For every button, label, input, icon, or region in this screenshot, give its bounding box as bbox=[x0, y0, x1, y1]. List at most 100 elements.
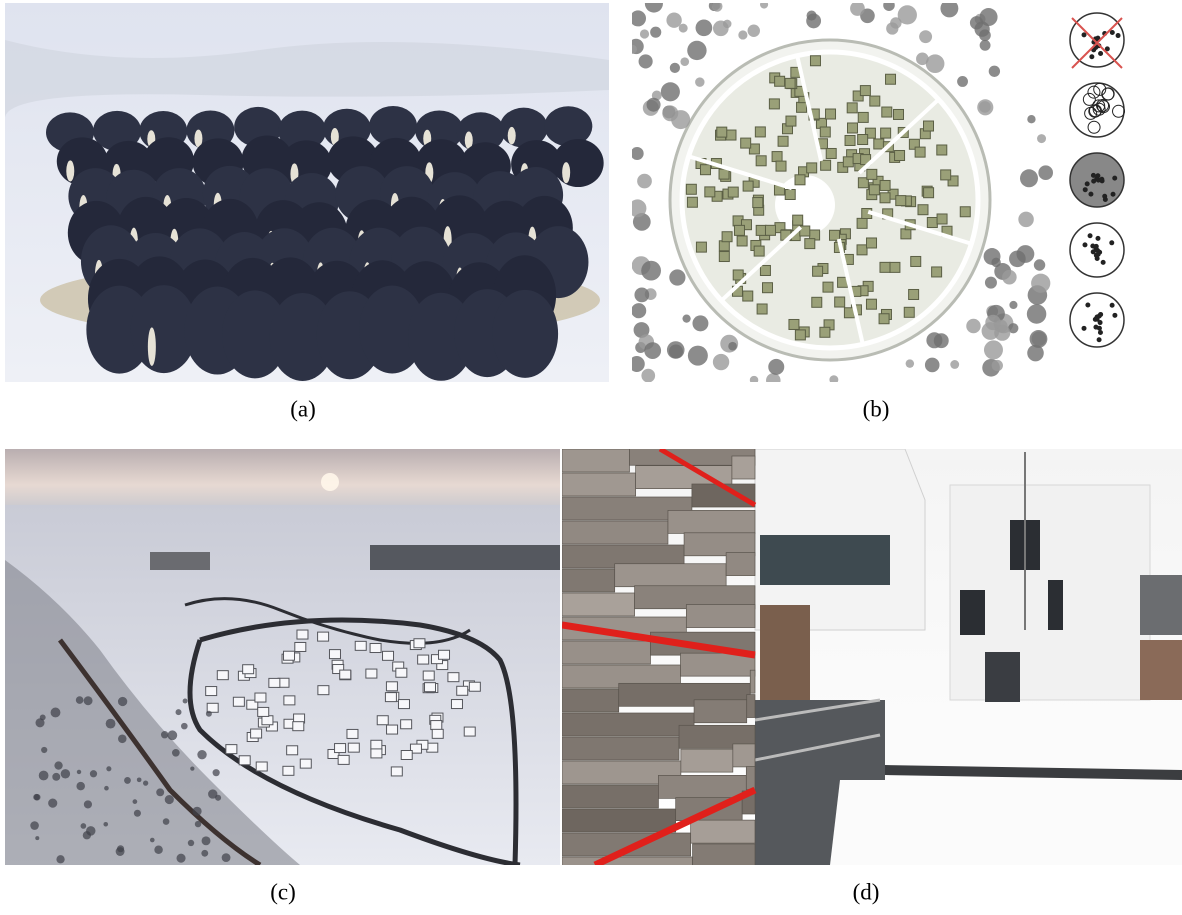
pattern-dot bbox=[1088, 191, 1094, 197]
house bbox=[926, 216, 938, 228]
tree bbox=[632, 10, 647, 27]
tree bbox=[164, 795, 174, 805]
pattern-dot bbox=[1082, 242, 1088, 248]
house bbox=[732, 269, 744, 281]
house bbox=[819, 326, 831, 338]
tree bbox=[916, 52, 929, 66]
house bbox=[784, 189, 796, 201]
wood-cladding bbox=[1140, 640, 1182, 700]
house bbox=[386, 724, 399, 735]
tree bbox=[50, 707, 61, 718]
wood-plank bbox=[725, 552, 756, 576]
tree bbox=[136, 777, 142, 783]
pattern-dot bbox=[1094, 314, 1100, 320]
tree bbox=[634, 287, 650, 303]
path bbox=[795, 55, 824, 162]
snow bbox=[885, 702, 1182, 770]
tree bbox=[34, 793, 41, 801]
tree bbox=[115, 847, 125, 856]
tree bbox=[1016, 245, 1035, 263]
house bbox=[834, 296, 846, 308]
photo-facade bbox=[562, 449, 1182, 865]
pattern-dot bbox=[1096, 337, 1102, 343]
tree bbox=[176, 853, 186, 863]
tree bbox=[76, 781, 85, 791]
house bbox=[740, 219, 752, 231]
wood-plank bbox=[562, 712, 695, 737]
penguin bbox=[93, 110, 142, 151]
house bbox=[334, 743, 347, 754]
tree bbox=[52, 772, 61, 781]
tree bbox=[925, 54, 945, 74]
snow bbox=[830, 780, 1182, 865]
tree bbox=[985, 314, 1001, 331]
tree bbox=[633, 322, 650, 338]
wood-plank bbox=[749, 669, 756, 694]
pattern-dot bbox=[1110, 191, 1116, 197]
tree bbox=[712, 353, 730, 371]
house bbox=[257, 706, 270, 717]
house bbox=[923, 187, 935, 199]
pattern-dot bbox=[1082, 187, 1088, 193]
house bbox=[788, 318, 800, 330]
road bbox=[187, 617, 521, 865]
house bbox=[754, 126, 766, 138]
wood-plank bbox=[732, 743, 756, 768]
house bbox=[792, 214, 804, 226]
tree bbox=[637, 173, 652, 189]
house bbox=[337, 754, 350, 765]
penguin-belly bbox=[147, 327, 156, 367]
wood-plank bbox=[731, 455, 756, 480]
penguin bbox=[359, 285, 426, 374]
river bbox=[57, 638, 262, 865]
cross bbox=[1071, 17, 1123, 69]
balcony bbox=[1140, 575, 1182, 635]
house bbox=[864, 127, 876, 139]
wood-plank bbox=[562, 736, 680, 761]
wood-plank bbox=[683, 532, 756, 557]
house bbox=[910, 255, 922, 267]
house bbox=[794, 174, 806, 186]
wood-plank bbox=[562, 472, 637, 497]
tree bbox=[940, 3, 959, 18]
wood-plank bbox=[667, 510, 756, 534]
tree bbox=[641, 260, 661, 281]
wood-plank bbox=[562, 496, 693, 521]
house bbox=[328, 649, 341, 660]
tree bbox=[632, 199, 647, 218]
house bbox=[431, 728, 444, 739]
house bbox=[733, 224, 745, 236]
sun bbox=[321, 473, 339, 491]
house bbox=[759, 264, 771, 276]
house bbox=[931, 266, 943, 278]
house bbox=[865, 298, 877, 310]
ledge bbox=[885, 765, 1182, 780]
tree bbox=[167, 730, 178, 741]
house bbox=[756, 303, 768, 315]
pattern-icon bbox=[1069, 82, 1125, 138]
house bbox=[742, 180, 754, 192]
tree bbox=[749, 375, 759, 382]
wood-plank bbox=[562, 808, 677, 833]
house bbox=[846, 102, 858, 114]
pattern-dot bbox=[1097, 320, 1103, 326]
house bbox=[382, 650, 395, 661]
house bbox=[873, 138, 885, 150]
tree bbox=[103, 821, 109, 827]
tree bbox=[39, 714, 46, 721]
wood-plank bbox=[680, 748, 734, 773]
house bbox=[804, 238, 816, 250]
tree bbox=[80, 823, 87, 829]
house bbox=[768, 98, 780, 110]
tree bbox=[984, 276, 997, 289]
pattern-dot bbox=[1085, 302, 1091, 308]
tree bbox=[711, 3, 723, 12]
wood-plank bbox=[658, 775, 747, 799]
wood-plank bbox=[562, 856, 693, 865]
house bbox=[718, 251, 730, 263]
penguin bbox=[269, 292, 336, 381]
tree bbox=[680, 57, 690, 66]
tree bbox=[977, 99, 994, 116]
tree bbox=[1020, 169, 1038, 188]
house bbox=[868, 184, 880, 196]
